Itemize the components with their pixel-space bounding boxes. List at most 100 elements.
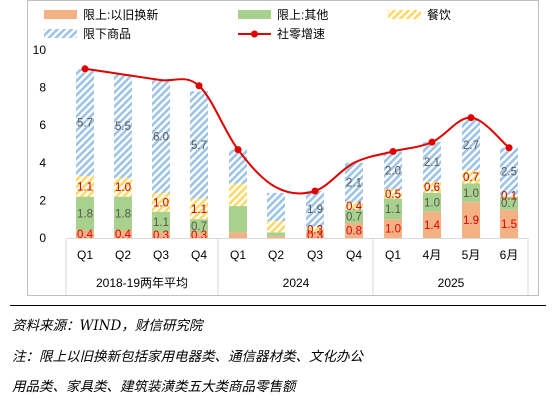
y-tick-label: 4 <box>39 156 46 170</box>
bar-segment-restricted <box>152 80 170 193</box>
data-label-trade_in: 1.9 <box>463 215 479 227</box>
bar-segment-other <box>462 183 480 203</box>
bar-segment-other <box>423 192 441 212</box>
data-label-catering: 0.3 <box>307 225 323 237</box>
legend-swatch-other <box>238 10 271 19</box>
y-tick-label: 2 <box>39 193 46 207</box>
x-tick-label: Q4 <box>191 248 207 262</box>
bar-segment-catering <box>267 221 285 233</box>
bar-segment-catering <box>229 183 247 207</box>
x-tick-label: Q4 <box>346 248 362 262</box>
y-tick-label: 0 <box>39 231 46 245</box>
legend-label-other: 限上:其他 <box>277 8 328 22</box>
data-label-other: 0.7 <box>501 198 517 210</box>
bar-segment-other <box>190 219 208 233</box>
data-label-catering: 1.1 <box>191 204 207 216</box>
data-label-restricted: 2.7 <box>463 140 479 152</box>
bar-segment-restricted <box>114 74 132 178</box>
data-label-other: 1.8 <box>115 209 131 221</box>
data-label-other: 1.0 <box>463 188 479 200</box>
legend-swatch-restricted <box>44 29 77 38</box>
bar-segment-trade_in <box>345 222 363 238</box>
data-label-catering: 1.1 <box>77 181 93 193</box>
data-label-trade_in: 0.4 <box>77 229 94 241</box>
chart-frame <box>27 0 539 296</box>
bar-segment-catering <box>500 194 518 197</box>
x-tick-label: Q2 <box>268 248 284 262</box>
bar-segment-catering <box>462 170 480 184</box>
x-group-label: 2025 <box>438 276 465 290</box>
data-label-catering: 0.6 <box>424 182 440 194</box>
data-label-other: 1.1 <box>385 204 401 216</box>
x-group-label: 2018-19两年平均 <box>96 276 188 290</box>
data-label-other: 1.1 <box>153 217 169 229</box>
y-axis: 0 2 4 6 8 10 <box>33 43 47 245</box>
legend-label-trade_in: 限上:以旧换新 <box>83 7 158 22</box>
bar-segment-other <box>500 196 518 210</box>
bar-segment-trade_in <box>229 232 247 238</box>
legend-swatch-trade_in <box>44 10 77 19</box>
data-label-trade_in: 0.3 <box>191 230 207 242</box>
legend-label-restricted: 限下商品 <box>83 26 131 41</box>
y-tick-label: 10 <box>33 43 47 57</box>
legend-swatch-catering <box>388 10 421 19</box>
data-label-other: 1.0 <box>424 197 440 209</box>
bar-segment-catering <box>306 226 324 233</box>
data-label-catering: 1.0 <box>153 197 169 209</box>
bar-segment-restricted <box>306 191 324 227</box>
data-label-restricted: 5.7 <box>77 117 93 129</box>
bar-segment-trade_in <box>152 232 170 238</box>
bar-segment-other <box>114 196 132 231</box>
x-tick-label: 6月 <box>500 248 519 262</box>
bar-segment-catering <box>423 181 441 193</box>
source-text: 资料来源：WIND，财信研究院 <box>12 318 203 334</box>
data-label-trade_in: 0.3 <box>307 230 323 242</box>
x-tick-label: Q1 <box>385 248 401 262</box>
x-axis: Q1 Q2 Q3 Q4 Q1 Q2 Q3 Q4 Q1 4月 5月 6月 2018-19两年平均 2024 2… <box>65 238 529 295</box>
bar-segment-restricted <box>229 149 247 184</box>
data-label-trade_in: 0.8 <box>346 225 362 237</box>
bar-segment-trade_in <box>267 236 285 238</box>
data-label-restricted: 2.1 <box>346 178 362 190</box>
bar-segment-trade_in <box>462 202 480 238</box>
data-label-restricted: 2.0 <box>385 165 401 177</box>
growth-line <box>81 65 513 195</box>
growth-point <box>311 187 319 195</box>
data-label-catering: 1.0 <box>115 182 131 194</box>
note-line-2: 用品类、家具类、建筑装潢类五大类商品零售额 <box>12 379 296 395</box>
x-tick-label: Q1 <box>230 248 246 262</box>
data-label-restricted: 5.7 <box>191 140 207 152</box>
bar-segment-restricted <box>76 68 94 176</box>
bar-segment-restricted <box>462 119 480 171</box>
data-label-trade_in: 1.5 <box>501 219 517 231</box>
x-tick-label: Q1 <box>77 248 93 262</box>
bar-segment-other <box>76 196 94 231</box>
bar-segment-trade_in <box>384 219 402 238</box>
growth-point <box>467 114 475 122</box>
bar-segment-trade_in <box>76 230 94 238</box>
data-label-other: 0.7 <box>191 221 207 233</box>
divider-line <box>10 305 546 306</box>
legend-marker-growth <box>251 30 258 38</box>
x-tick-label: Q2 <box>115 248 131 262</box>
bar-segment-catering <box>152 192 170 212</box>
bars <box>76 68 518 238</box>
growth-point <box>234 146 242 154</box>
x-tick-label: Q3 <box>307 248 323 262</box>
data-label-other: 0.7 <box>346 211 362 223</box>
bar-segment-trade_in <box>114 230 132 238</box>
bar-segment-trade_in <box>423 211 441 238</box>
data-label-restricted: 2.5 <box>501 166 517 178</box>
data-label-restricted: 2.1 <box>424 157 440 169</box>
bar-segment-trade_in <box>306 232 324 238</box>
bar-segment-other <box>267 232 285 237</box>
growth-point <box>428 138 436 146</box>
data-label-restricted: 5.5 <box>115 121 131 133</box>
bar-segment-restricted <box>384 151 402 190</box>
growth-line-path <box>84 67 510 195</box>
bar-segment-catering <box>384 189 402 199</box>
data-label-trade_in: 0.4 <box>115 229 132 241</box>
bar-segment-other <box>152 211 170 233</box>
bar-segment-catering <box>345 202 363 210</box>
